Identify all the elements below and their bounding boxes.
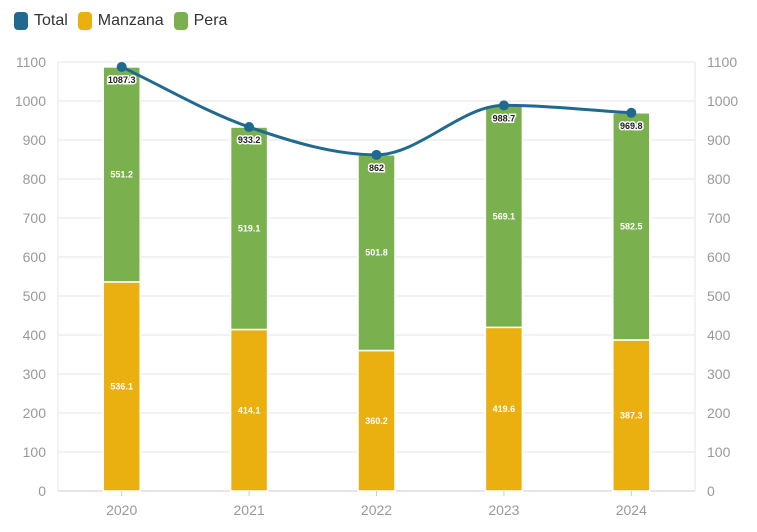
y-tick-label-right: 1000 [707, 93, 738, 109]
total-data-label: 988.7 [493, 113, 516, 123]
total-data-label: 969.8 [620, 121, 643, 131]
bars [102, 66, 651, 492]
legend-item-manzana[interactable]: Manzana [77, 12, 164, 30]
bar-manzana [612, 339, 651, 492]
total-line-path [121, 65, 632, 157]
legend-label-pera: Pera [193, 12, 228, 29]
bar-pera [357, 154, 396, 352]
total-point [626, 107, 637, 118]
y-tick-label-left: 800 [23, 171, 47, 187]
y-tick-label-right: 600 [707, 249, 731, 265]
bar-data-label: 569.1 [493, 211, 516, 221]
legend-label-manzana: Manzana [97, 12, 164, 29]
y-tick-label-left: 900 [23, 132, 47, 148]
bar-data-label: 387.3 [620, 410, 643, 420]
y-axis-right: 0 100 200 300 400 500 600 700 800 900 1000 1100 [707, 54, 738, 499]
y-tick-label-left: 100 [23, 444, 47, 460]
bar-data-label: 360.2 [365, 416, 388, 426]
legend-swatch-total [14, 12, 28, 30]
bar-pera [102, 66, 141, 283]
bar-pera [612, 112, 651, 341]
bar-data-label: 536.1 [110, 381, 133, 391]
total-line [121, 65, 632, 157]
bar-pera [484, 104, 524, 329]
legend-item-total[interactable]: Total [14, 12, 68, 30]
bar-data-label: 414.1 [238, 405, 261, 415]
y-tick-label-left: 400 [23, 327, 47, 343]
legend: Total Manzana Pera [14, 12, 227, 30]
y-tick-label-left: 300 [23, 366, 47, 382]
y-axis-left: 0 100 200 300 400 500 600 700 800 900 1000 1100 [15, 54, 46, 499]
total-data-labels: 1087.3 933.2 862 988.7 969.8 [106, 73, 644, 174]
bar-manzana [484, 326, 524, 492]
y-tick-label-right: 200 [707, 405, 731, 421]
bar-data-label: 551.2 [110, 169, 133, 179]
total-data-label: 933.2 [238, 135, 261, 145]
y-tick-label-right: 900 [707, 132, 731, 148]
y-tick-label-left: 700 [23, 210, 47, 226]
bar-manzana [229, 328, 269, 492]
y-tick-label-left: 1100 [16, 54, 46, 70]
x-tick-label: 2023 [488, 502, 519, 518]
x-axis: 2020 2021 2022 2023 2024 [106, 491, 647, 518]
total-point [371, 149, 382, 160]
total-point [244, 122, 255, 133]
y-tick-label-right: 700 [707, 210, 731, 226]
bar-pera [229, 126, 269, 331]
y-tick-label-left: 0 [38, 483, 46, 499]
bar-data-labels: 536.1 551.2 414.1 519.1 360.2 501.8 419.6 569.1… [110, 169, 642, 425]
y-tick-label-right: 800 [707, 171, 731, 187]
legend-swatch-pera [173, 12, 188, 30]
bar-data-label: 582.5 [620, 221, 643, 231]
total-data-label: 862 [369, 163, 384, 173]
y-tick-label-left: 1000 [15, 93, 46, 109]
x-tick-label: 2021 [234, 502, 265, 518]
y-tick-label-left: 200 [23, 405, 47, 421]
total-data-label: 1087.3 [108, 75, 136, 85]
bar-data-label: 519.1 [238, 223, 261, 233]
y-tick-label-left: 500 [23, 288, 47, 304]
total-point [498, 100, 509, 111]
x-tick-label: 2020 [106, 502, 137, 518]
legend-label-total: Total [34, 12, 68, 29]
total-point [116, 61, 127, 72]
y-tick-label-right: 500 [707, 288, 731, 304]
y-tick-label-right: 1100 [707, 54, 737, 70]
legend-swatch-manzana [77, 12, 92, 30]
x-tick-label: 2024 [616, 502, 647, 518]
bar-manzana [357, 349, 396, 492]
legend-item-pera[interactable]: Pera [173, 12, 228, 30]
y-tick-label-right: 100 [707, 444, 731, 460]
bar-data-label: 419.6 [493, 404, 516, 414]
y-tick-label-right: 300 [707, 366, 731, 382]
x-tick-label: 2022 [361, 502, 392, 518]
total-points [116, 61, 637, 160]
y-tick-label-right: 0 [707, 483, 715, 499]
bar-data-label: 501.8 [365, 248, 388, 258]
y-tick-label-left: 600 [23, 249, 47, 265]
y-tick-label-right: 400 [707, 327, 731, 343]
